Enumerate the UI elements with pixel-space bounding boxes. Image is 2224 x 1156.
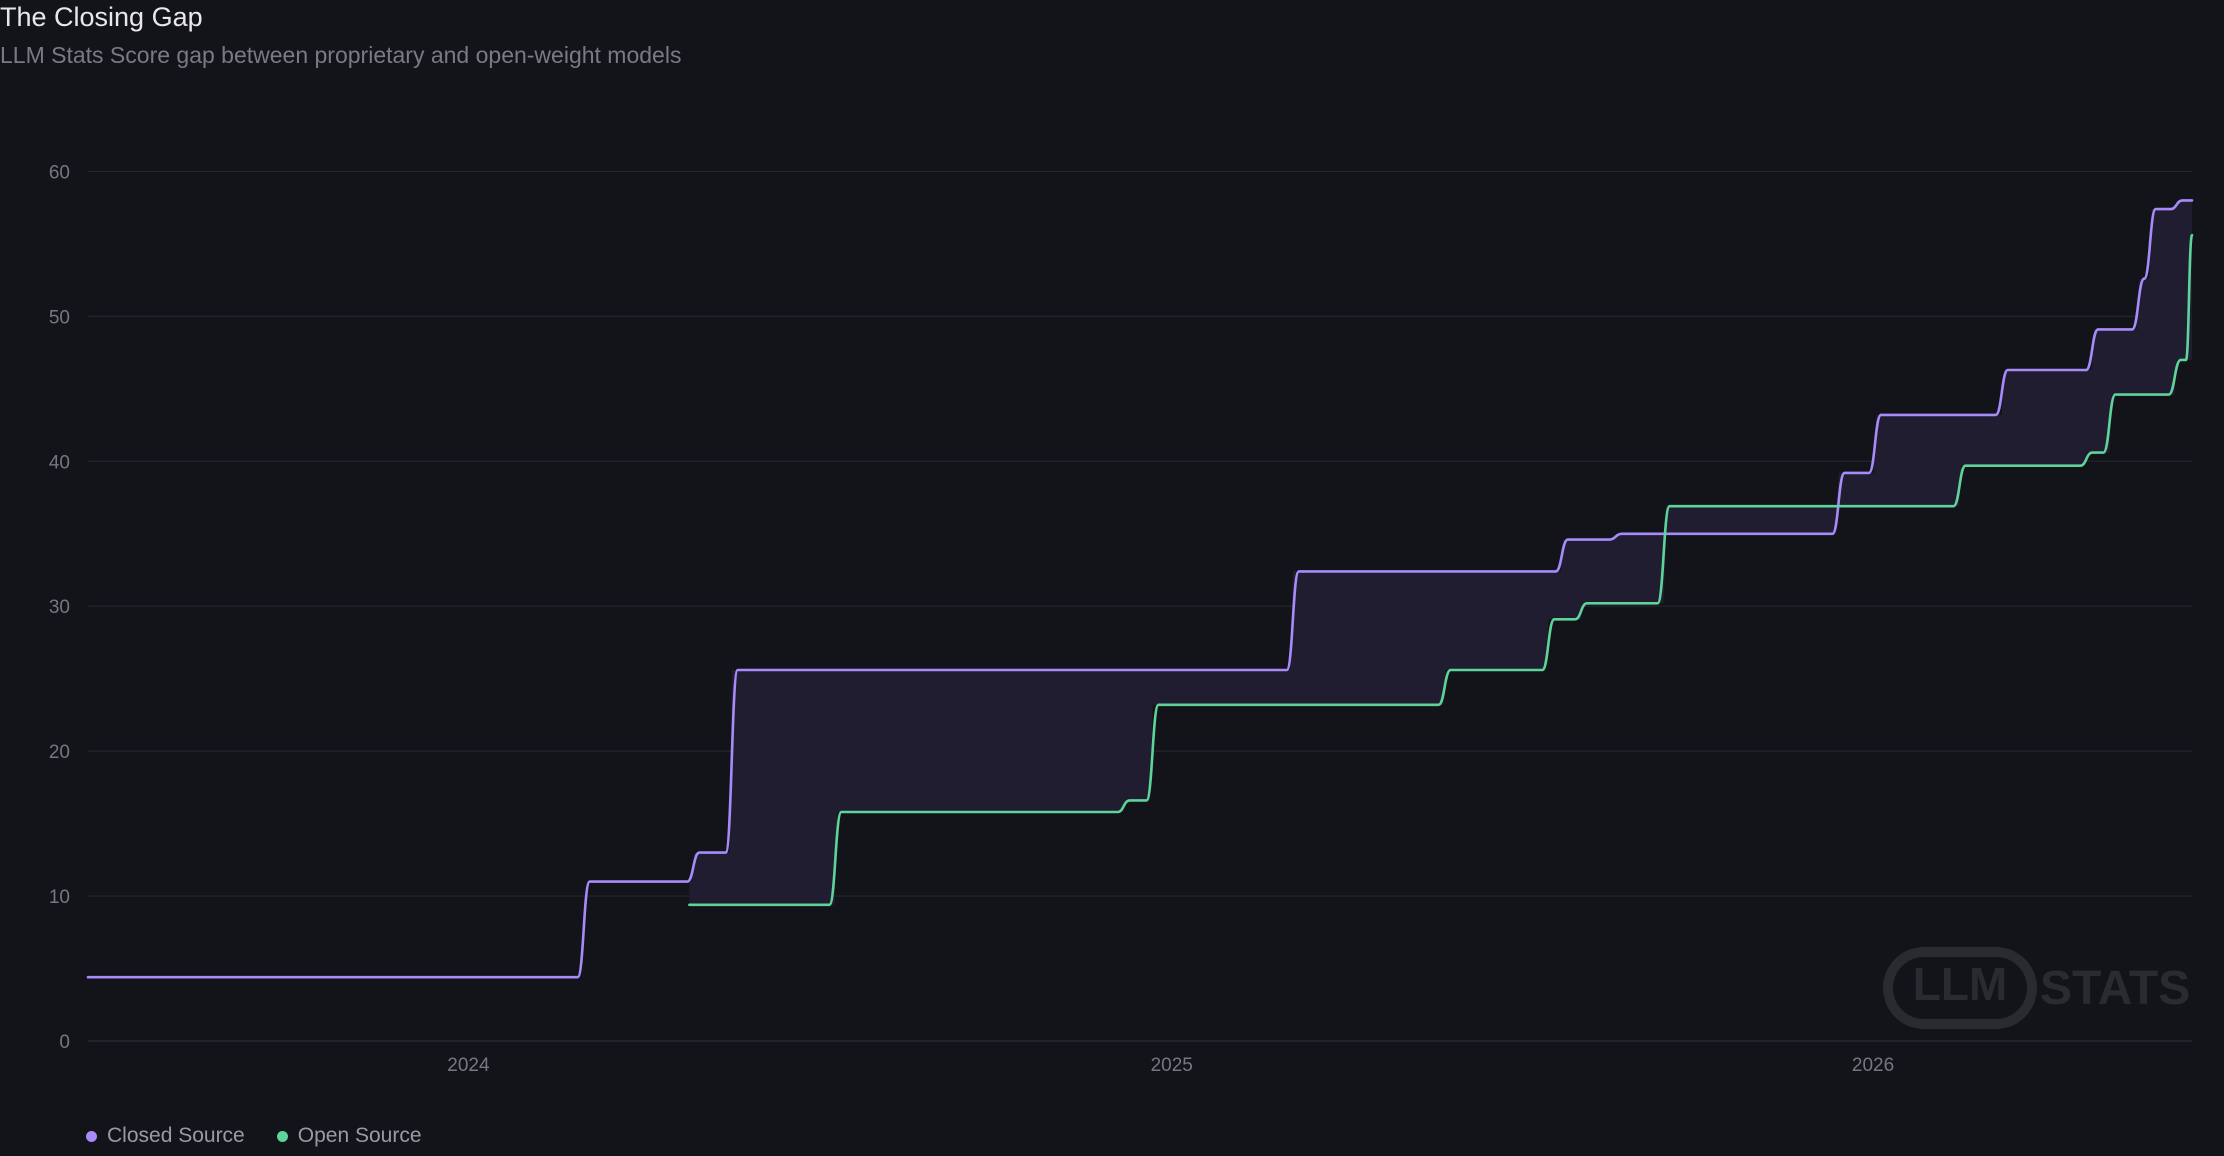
llm-stats-watermark: LLM STATS <box>1883 947 2190 1029</box>
legend-item-open-source[interactable]: Open Source <box>276 1124 422 1148</box>
chart-title: The Closing Gap <box>0 2 203 32</box>
series-lines <box>86 199 2194 979</box>
x-tick-label-2024: 2024 <box>447 1055 490 1076</box>
legend-label-open-source: Open Source <box>297 1124 422 1147</box>
chart-subtitle: LLM Stats Score gap between proprietary … <box>0 42 682 68</box>
series-line-open-source[interactable] <box>688 233 2194 907</box>
closed-source-dot-icon <box>86 1130 97 1142</box>
y-tick-label: 40 <box>49 452 70 473</box>
x-tick-label-2026: 2026 <box>1852 1055 1894 1076</box>
gap-area <box>689 200 2192 905</box>
y-tick-label: 10 <box>49 887 70 908</box>
open-source-dot-icon <box>276 1130 288 1142</box>
x-tick-label-2025: 2025 <box>1151 1055 1193 1076</box>
legend-label-closed-source: Closed Source <box>107 1124 245 1147</box>
watermark-pill-icon <box>1883 947 2037 1029</box>
y-tick-label: 50 <box>49 307 70 328</box>
watermark-llm-text: LLM <box>1913 958 2008 1010</box>
y-tick-label: 0 <box>59 1032 70 1053</box>
series-line-closed-source[interactable] <box>86 199 2194 979</box>
y-tick-label: 20 <box>49 742 70 763</box>
y-tick-label: 30 <box>49 597 70 618</box>
watermark-stats-text: STATS <box>2040 962 2190 1015</box>
gap-fill-area <box>689 200 2192 905</box>
chart-legend: Closed Source Open Source <box>86 1124 422 1148</box>
axes: 0 10 20 30 40 50 60 2024 2025 2026 <box>49 162 1894 1076</box>
legend-item-closed-source[interactable]: Closed Source <box>86 1124 245 1148</box>
y-tick-label: 60 <box>49 162 70 183</box>
grid-lines <box>88 170 2192 1042</box>
